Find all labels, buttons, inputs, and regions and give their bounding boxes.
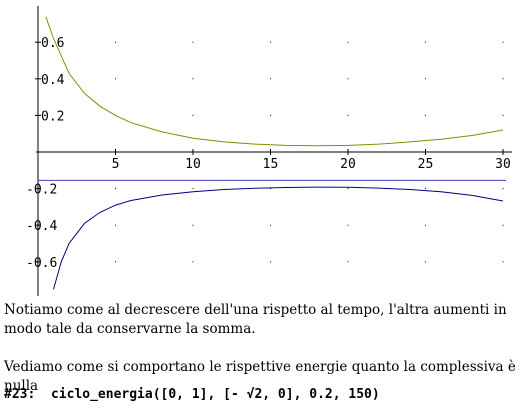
grid-dot: [502, 78, 504, 80]
y-tick-label: 0.6: [41, 36, 64, 51]
paragraph-energy-sum: Notiamo come al decrescere dell'una risp…: [4, 302, 507, 337]
grid-dot: [270, 261, 271, 263]
grid-dot: [347, 78, 349, 80]
paragraph-null-energy: Vediamo come si comportano le rispettive…: [4, 359, 516, 394]
grid-dot: [192, 261, 194, 263]
x-tick-label: 20: [340, 157, 356, 172]
grid-dot: [270, 188, 271, 190]
y-tick-label: 0.2: [41, 109, 64, 124]
grid-dot: [425, 188, 426, 190]
grid-dot: [502, 114, 504, 116]
grid-dot: [425, 78, 426, 80]
y-tick-label: -0.2: [26, 183, 57, 198]
grid-dot: [192, 224, 194, 226]
plot-area: 5 10 15 20 25 30 -0.6 -0.4 -0.2 0.2 0.4 0.6: [26, 6, 512, 296]
grid-dot: [192, 78, 194, 80]
grid-dot: [115, 188, 116, 190]
series-line-1: [45, 16, 504, 147]
y-tick-label: -0.4: [26, 219, 57, 234]
grid-dot: [502, 224, 504, 226]
grid-dot: [115, 224, 116, 226]
grid-dot: [502, 41, 504, 43]
grid-dot: [270, 114, 271, 116]
grid-dot: [115, 261, 116, 263]
grid-dot: [425, 261, 426, 263]
grid-dot: [502, 261, 504, 263]
grid-dot: [192, 41, 194, 43]
x-tick-label: 25: [418, 157, 434, 172]
grid-dot: [192, 188, 194, 190]
grid-dot: [115, 41, 116, 43]
grid-dot: [347, 41, 349, 43]
series-lines: [38, 16, 507, 290]
grid-dot: [270, 41, 271, 43]
grid-dot: [425, 41, 426, 43]
x-tick-label: 30: [495, 157, 511, 172]
series-line-3: [53, 186, 504, 290]
x-tick-label: 10: [185, 157, 201, 172]
command-line[interactable]: #23: ciclo_energia([0, 1], [- √2, 0], 0.…: [4, 387, 380, 402]
grid-dot: [192, 114, 194, 116]
grid-dot: [347, 261, 349, 263]
grid-dot: [270, 78, 271, 80]
grid-dot: [347, 114, 349, 116]
grid-dot: [270, 224, 271, 226]
y-tick-label: -0.6: [26, 256, 57, 271]
grid-dot: [425, 114, 426, 116]
axis-ticks: 5 10 15 20 25 30 -0.6 -0.4 -0.2 0.2 0.4 0.6: [26, 36, 511, 271]
grid-dot: [425, 224, 426, 226]
grid-dot: [347, 188, 349, 190]
grid-dot: [115, 78, 116, 80]
grid-dot: [347, 224, 349, 226]
y-tick-label: 0.4: [41, 73, 65, 88]
x-tick-label: 15: [263, 157, 279, 172]
x-tick-label: 5: [112, 157, 120, 172]
grid-dot: [502, 188, 504, 190]
